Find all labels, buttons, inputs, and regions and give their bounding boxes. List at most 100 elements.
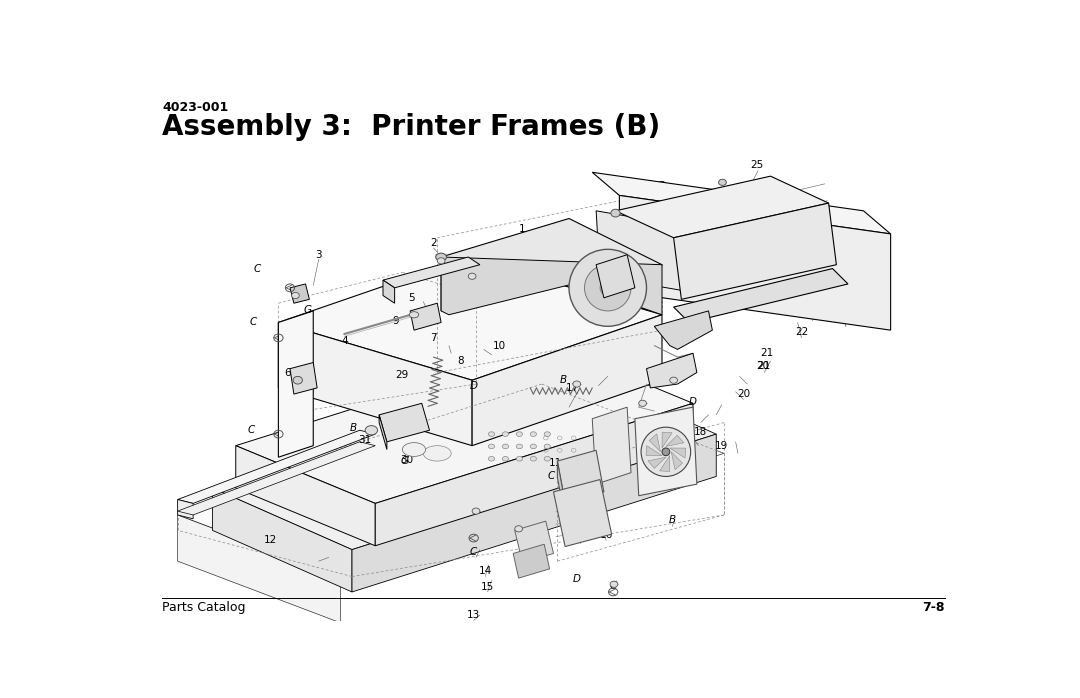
Ellipse shape bbox=[544, 456, 551, 461]
Polygon shape bbox=[660, 456, 670, 471]
Text: 2: 2 bbox=[430, 238, 436, 248]
Text: 10: 10 bbox=[492, 341, 505, 350]
Text: 30: 30 bbox=[400, 454, 413, 465]
Ellipse shape bbox=[435, 253, 446, 261]
Ellipse shape bbox=[544, 432, 551, 436]
Text: 22: 22 bbox=[795, 327, 808, 336]
Ellipse shape bbox=[610, 581, 618, 587]
Ellipse shape bbox=[293, 376, 302, 384]
Text: 3: 3 bbox=[315, 250, 322, 260]
Text: C: C bbox=[609, 581, 617, 591]
Ellipse shape bbox=[488, 456, 495, 461]
Polygon shape bbox=[592, 172, 891, 234]
Polygon shape bbox=[674, 203, 836, 299]
Ellipse shape bbox=[423, 445, 451, 461]
Polygon shape bbox=[410, 303, 441, 330]
Ellipse shape bbox=[516, 432, 523, 436]
Polygon shape bbox=[291, 284, 309, 303]
Ellipse shape bbox=[530, 432, 537, 436]
Text: B: B bbox=[561, 376, 567, 385]
Text: C: C bbox=[249, 318, 257, 327]
Text: 6: 6 bbox=[284, 368, 291, 378]
Polygon shape bbox=[279, 322, 472, 445]
Ellipse shape bbox=[600, 280, 616, 295]
Text: 16: 16 bbox=[599, 530, 612, 540]
Polygon shape bbox=[441, 218, 662, 311]
Text: C: C bbox=[254, 264, 261, 274]
Polygon shape bbox=[352, 434, 716, 592]
Text: 14: 14 bbox=[478, 566, 491, 576]
Text: D: D bbox=[572, 574, 581, 584]
Polygon shape bbox=[383, 280, 394, 303]
Ellipse shape bbox=[662, 448, 670, 456]
Polygon shape bbox=[472, 315, 662, 445]
Text: 9: 9 bbox=[393, 316, 400, 326]
Text: 19: 19 bbox=[715, 440, 728, 451]
Ellipse shape bbox=[403, 443, 426, 456]
Text: 20: 20 bbox=[737, 389, 750, 399]
Ellipse shape bbox=[670, 377, 677, 383]
Text: Parts Catalog: Parts Catalog bbox=[162, 601, 245, 614]
Polygon shape bbox=[596, 211, 689, 292]
Polygon shape bbox=[654, 311, 713, 350]
Ellipse shape bbox=[530, 444, 537, 449]
Ellipse shape bbox=[516, 444, 523, 449]
Polygon shape bbox=[177, 442, 375, 515]
Polygon shape bbox=[383, 257, 480, 288]
Polygon shape bbox=[616, 176, 828, 238]
Polygon shape bbox=[592, 407, 631, 484]
Text: 24: 24 bbox=[822, 229, 835, 239]
Text: 29: 29 bbox=[395, 370, 409, 380]
Polygon shape bbox=[213, 488, 352, 592]
Polygon shape bbox=[177, 430, 375, 503]
Ellipse shape bbox=[365, 426, 378, 435]
Polygon shape bbox=[177, 500, 193, 519]
Text: G: G bbox=[401, 456, 408, 466]
Text: 26: 26 bbox=[788, 292, 802, 302]
Text: 7: 7 bbox=[430, 333, 436, 343]
Ellipse shape bbox=[638, 400, 647, 406]
Text: D: D bbox=[470, 381, 477, 392]
Text: D: D bbox=[689, 396, 697, 407]
Polygon shape bbox=[441, 257, 662, 315]
Ellipse shape bbox=[502, 432, 509, 436]
Ellipse shape bbox=[488, 432, 495, 436]
Polygon shape bbox=[557, 450, 604, 503]
Polygon shape bbox=[513, 544, 550, 578]
Polygon shape bbox=[379, 403, 430, 442]
Text: B: B bbox=[350, 423, 357, 433]
Text: 20: 20 bbox=[756, 362, 769, 371]
Text: 8: 8 bbox=[457, 356, 463, 366]
Ellipse shape bbox=[718, 179, 727, 186]
Text: 7-8: 7-8 bbox=[922, 601, 945, 614]
Ellipse shape bbox=[488, 444, 495, 449]
Polygon shape bbox=[379, 415, 387, 450]
Polygon shape bbox=[213, 373, 716, 549]
Polygon shape bbox=[649, 434, 661, 452]
Text: D: D bbox=[658, 181, 666, 191]
Text: 21: 21 bbox=[758, 362, 771, 371]
Text: G: G bbox=[303, 305, 311, 315]
Text: 26: 26 bbox=[617, 186, 630, 197]
Ellipse shape bbox=[530, 456, 537, 461]
Ellipse shape bbox=[584, 265, 631, 311]
Text: D: D bbox=[739, 287, 746, 297]
Text: 31: 31 bbox=[359, 436, 372, 445]
Polygon shape bbox=[648, 457, 666, 468]
Ellipse shape bbox=[469, 273, 476, 279]
Text: 17: 17 bbox=[566, 383, 580, 393]
Ellipse shape bbox=[569, 249, 647, 326]
Text: 1: 1 bbox=[519, 223, 526, 234]
Polygon shape bbox=[635, 407, 697, 496]
Polygon shape bbox=[670, 448, 686, 458]
Text: C: C bbox=[247, 425, 255, 436]
Polygon shape bbox=[279, 257, 662, 380]
Text: 4: 4 bbox=[341, 336, 349, 346]
Text: 15: 15 bbox=[481, 581, 495, 592]
Text: 5: 5 bbox=[408, 293, 415, 303]
Polygon shape bbox=[557, 461, 565, 519]
Text: 12: 12 bbox=[264, 535, 278, 544]
Ellipse shape bbox=[516, 456, 523, 461]
Polygon shape bbox=[291, 362, 318, 394]
Polygon shape bbox=[515, 521, 554, 563]
